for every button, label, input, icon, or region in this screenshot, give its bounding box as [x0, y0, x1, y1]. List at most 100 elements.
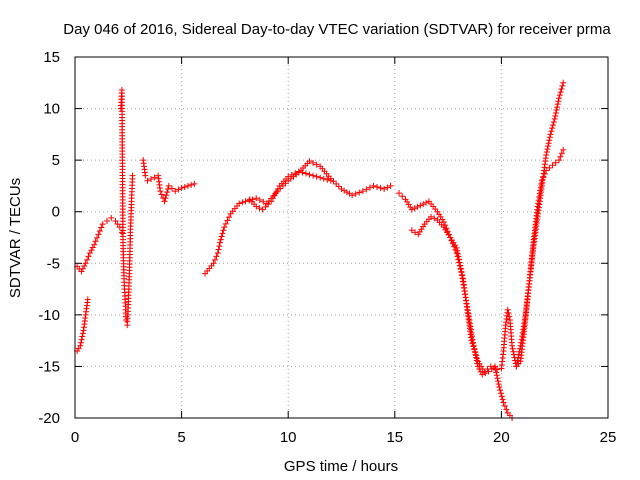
data-point: [310, 159, 317, 166]
data-point: [84, 296, 91, 303]
data-point: [495, 381, 502, 388]
data-point: [559, 82, 566, 89]
data-point: [288, 171, 295, 178]
y-tick-label: -15: [38, 358, 60, 375]
data-point: [218, 233, 225, 240]
data-point: [363, 186, 370, 193]
data-point: [476, 366, 483, 373]
data-point: [220, 227, 227, 234]
data-point: [411, 205, 418, 212]
plot-frame: [74, 56, 609, 419]
data-point: [456, 259, 463, 266]
data-point: [91, 241, 98, 248]
data-point: [544, 143, 551, 150]
data-point: [381, 186, 388, 193]
data-point: [549, 125, 556, 132]
data-point: [256, 197, 263, 204]
data-point: [521, 320, 528, 327]
data-point: [506, 313, 513, 320]
data-point: [520, 326, 527, 333]
data-point: [518, 336, 525, 343]
data-point: [269, 195, 276, 202]
data-point: [341, 187, 348, 194]
data-point: [162, 195, 169, 202]
data-point: [352, 190, 359, 197]
data-point: [517, 342, 524, 349]
data-point: [500, 399, 507, 406]
data-point: [554, 101, 561, 108]
data-point: [142, 172, 149, 179]
data-point: [464, 304, 471, 311]
data-point: [224, 217, 231, 224]
data-point: [474, 363, 481, 370]
data-point: [78, 268, 85, 275]
data-point: [555, 95, 562, 102]
data-point: [92, 238, 99, 245]
data-point: [384, 184, 391, 191]
data-point: [265, 201, 272, 208]
data-point: [408, 227, 415, 234]
data-point: [222, 220, 229, 227]
data-point: [423, 199, 430, 206]
data-point: [485, 368, 492, 375]
data-point: [219, 230, 226, 237]
y-tick-label: -10: [38, 307, 60, 324]
data-point: [474, 360, 481, 367]
x-tick-label: 5: [177, 429, 185, 446]
series-prn-f: [246, 168, 334, 213]
data-point: [178, 184, 185, 191]
data-point: [560, 79, 567, 86]
data-point: [324, 176, 331, 183]
series-prn-a: [74, 214, 125, 275]
data-point: [465, 310, 472, 317]
data-point: [274, 186, 281, 193]
data-point: [262, 203, 269, 210]
data-point: [256, 205, 263, 212]
data-point: [366, 184, 373, 191]
data-point: [549, 122, 556, 129]
data-point: [431, 215, 438, 222]
data-point: [96, 227, 103, 234]
data-point: [482, 370, 489, 377]
data-point: [514, 357, 521, 364]
y-tick-label: 10: [43, 101, 60, 118]
data-point: [520, 323, 527, 330]
y-tick-label: 15: [43, 49, 60, 66]
data-point: [548, 128, 555, 135]
data-point: [292, 170, 299, 177]
data-point: [302, 170, 309, 177]
data-point: [306, 171, 313, 178]
data-point: [558, 85, 565, 92]
data-point: [343, 189, 350, 196]
data-point: [551, 115, 558, 122]
data-point: [552, 112, 559, 119]
series-prn-h: [408, 213, 516, 421]
data-point: [330, 178, 337, 185]
data-point: [519, 333, 526, 340]
data-point: [144, 177, 151, 184]
data-point: [509, 342, 516, 349]
data-point: [260, 198, 267, 205]
data-point: [510, 348, 517, 355]
data-point: [479, 371, 486, 378]
data-point: [306, 158, 313, 165]
data-point: [408, 206, 415, 213]
data-point: [161, 198, 168, 205]
data-point: [471, 348, 478, 355]
data-point: [464, 307, 471, 314]
data-point: [513, 363, 520, 370]
data-points: [74, 79, 567, 421]
data-point: [543, 149, 550, 156]
data-point: [463, 300, 470, 307]
data-point: [513, 360, 520, 367]
data-point: [465, 313, 472, 320]
data-point: [458, 271, 465, 278]
data-point: [94, 234, 101, 241]
data-point: [253, 203, 260, 210]
data-point: [459, 275, 466, 282]
grid-lines: [75, 57, 608, 418]
data-point: [557, 153, 564, 160]
data-point: [157, 188, 164, 195]
data-point: [349, 192, 356, 199]
data-point: [473, 354, 480, 361]
